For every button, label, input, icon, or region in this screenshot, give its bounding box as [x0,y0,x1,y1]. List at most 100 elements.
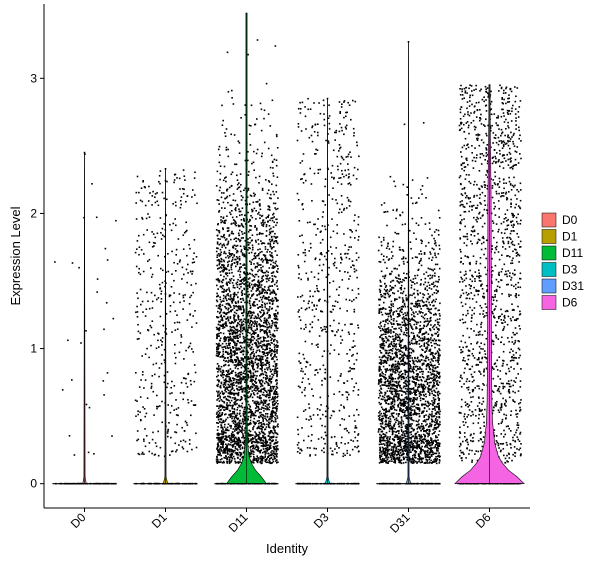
data-point [271,350,274,352]
data-point [219,409,221,412]
data-point [266,275,268,278]
data-point [225,447,228,449]
data-point [257,450,259,452]
data-point [243,406,246,409]
data-point [351,260,354,262]
data-point [260,460,262,462]
data-point [233,318,236,321]
data-point [343,175,345,178]
data-point [255,218,257,220]
data-point [346,310,348,312]
data-point [227,338,230,341]
data-point [260,359,263,361]
data-point [237,393,240,395]
data-point [228,343,230,346]
data-point [221,319,224,322]
data-point [235,261,238,263]
data-point [253,330,255,333]
data-point [268,205,270,208]
data-point [217,442,219,445]
data-point [217,461,219,463]
data-point [347,176,350,179]
data-point [237,382,240,385]
data-point [304,249,306,251]
data-point [227,329,230,332]
data-point [255,341,257,344]
data-point [158,375,160,378]
data-point [345,115,347,118]
data-point [224,381,227,383]
data-point [188,303,191,305]
data-point [157,454,160,457]
data-point [259,310,261,313]
data-point [328,266,330,269]
data-point [244,321,247,324]
data-point [226,215,228,217]
data-point [239,245,242,247]
data-point [216,335,218,337]
data-point [250,379,253,382]
data-point [273,343,275,346]
data-point [176,328,179,330]
data-point [170,405,173,407]
data-point [145,308,148,310]
data-point [254,123,256,126]
data-point [262,445,265,448]
data-point [231,372,233,374]
data-point [258,408,261,410]
data-point [234,359,236,361]
data-point [352,264,354,266]
data-point [189,342,192,345]
data-point [329,352,331,355]
data-point [253,457,256,460]
data-point [223,269,225,272]
data-point [247,363,249,365]
data-point [262,444,265,446]
data-point [271,352,273,355]
data-point [317,123,319,125]
data-point [259,214,261,216]
data-point [218,305,220,307]
data-point [225,297,227,300]
data-point [228,272,231,274]
data-point [161,191,164,194]
data-point [311,125,314,127]
data-point [223,421,225,423]
data-point [355,359,358,361]
data-point [256,370,259,373]
data-point [243,326,245,329]
data-point [238,229,241,232]
data-point [256,148,259,151]
data-point [275,224,277,227]
data-point [226,439,229,441]
data-point [270,440,273,442]
data-point [313,304,315,306]
data-point [138,234,140,237]
data-point [265,362,268,364]
data-point [298,273,300,275]
data-point [233,364,236,366]
data-point [275,372,278,375]
data-point [256,335,259,338]
data-point [235,441,238,443]
data-point [233,255,236,257]
data-point [275,159,278,161]
data-point [265,359,267,362]
data-point [234,462,237,464]
data-point [231,332,234,334]
data-point [244,411,246,414]
data-point [259,102,262,105]
data-point [268,238,271,241]
data-point [323,124,326,127]
data-point [217,392,219,394]
data-point [262,373,265,376]
data-point [324,328,326,330]
data-point [237,424,239,427]
data-point [171,380,173,383]
data-point [238,363,240,366]
data-point [223,338,225,340]
data-point [239,239,242,242]
data-point [301,203,304,205]
data-point [230,278,233,280]
data-point [227,265,229,267]
